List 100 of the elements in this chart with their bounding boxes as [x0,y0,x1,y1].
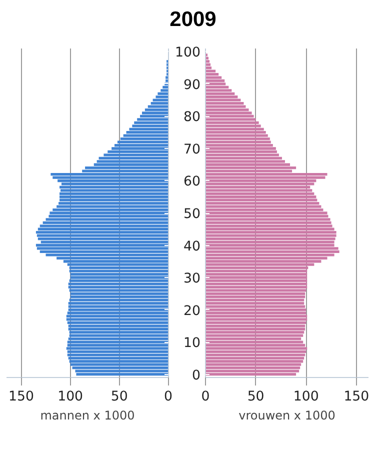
bar [60,196,168,198]
y-tick-label: 20 [184,304,201,319]
bar [36,231,168,234]
bar [206,76,222,79]
bar [67,350,168,354]
bar [67,340,168,344]
y-tick-label: 60 [184,174,201,190]
bar [206,308,306,312]
bar [68,286,168,289]
bar [137,118,168,121]
bar [72,366,168,370]
bar [132,124,168,128]
bar [70,272,168,276]
bar [206,108,249,112]
bar [206,172,328,176]
bar [206,198,318,202]
bar [206,208,324,212]
bar [69,270,168,272]
bar [206,340,304,344]
bar [206,279,308,282]
bar [56,205,168,208]
bar [58,202,168,205]
bar [206,250,340,254]
y-tick-label: 80 [184,110,201,126]
bar [36,244,168,247]
bar [166,76,168,79]
x-tick-label: 100 [58,390,84,404]
bar [206,302,304,305]
bar [206,228,334,230]
bar [206,286,308,289]
bar [67,312,168,314]
bar [38,228,168,230]
bar [206,147,276,150]
y-tick-label: 0 [192,368,201,384]
bar [134,121,168,124]
bar [36,247,168,250]
bar [206,137,270,140]
bar [69,331,168,334]
bar [129,128,168,130]
bar [68,305,168,308]
bar [206,318,308,321]
bar [206,182,314,186]
bar [40,250,168,254]
bar [60,186,168,189]
bar [69,360,168,363]
x-tick-label: 100 [293,390,319,404]
x-axis-title: vrouwen x 1000 [238,408,336,422]
bar [38,237,168,240]
bar [206,212,328,214]
bar [46,218,168,221]
bar [68,282,168,286]
chart-title: 2009 [170,7,216,33]
bar [206,150,277,154]
bar [67,354,168,356]
y-tick-label: 40 [184,239,201,254]
bar [42,221,168,224]
bar [120,137,168,140]
bar [206,270,308,272]
bar [66,318,168,321]
y-tick-label: 90 [184,78,201,93]
bar [123,134,168,137]
bar [96,160,168,163]
bar [206,144,273,147]
bar [114,144,168,147]
bar [206,372,296,376]
bar [206,272,308,276]
bar [60,192,168,195]
bar [206,337,302,340]
bar [206,344,306,347]
bar [206,89,232,92]
bar [206,244,334,247]
bar [206,234,336,237]
bar [50,212,168,214]
bar [68,328,168,330]
bar [206,314,308,318]
bar [206,240,334,244]
bar [206,324,306,328]
bar [67,321,168,324]
bar [150,102,168,105]
bar [206,154,279,156]
bar [206,305,306,308]
bar [206,289,306,292]
bar [158,92,168,95]
bar [206,224,332,228]
bar [40,224,168,228]
bar [60,198,168,202]
y-tick-label: 100 [175,46,201,61]
x-tick-label: 50 [247,390,264,404]
bar [206,189,312,192]
bar [206,347,308,350]
bar [206,70,216,72]
bar [206,86,229,89]
bar [206,214,328,218]
bar [142,112,168,114]
bar [50,172,168,176]
y-tick-label: 10 [184,336,201,352]
y-tick-label: 70 [184,142,201,158]
bar [70,276,168,279]
bar [75,370,168,372]
bar [206,247,338,250]
